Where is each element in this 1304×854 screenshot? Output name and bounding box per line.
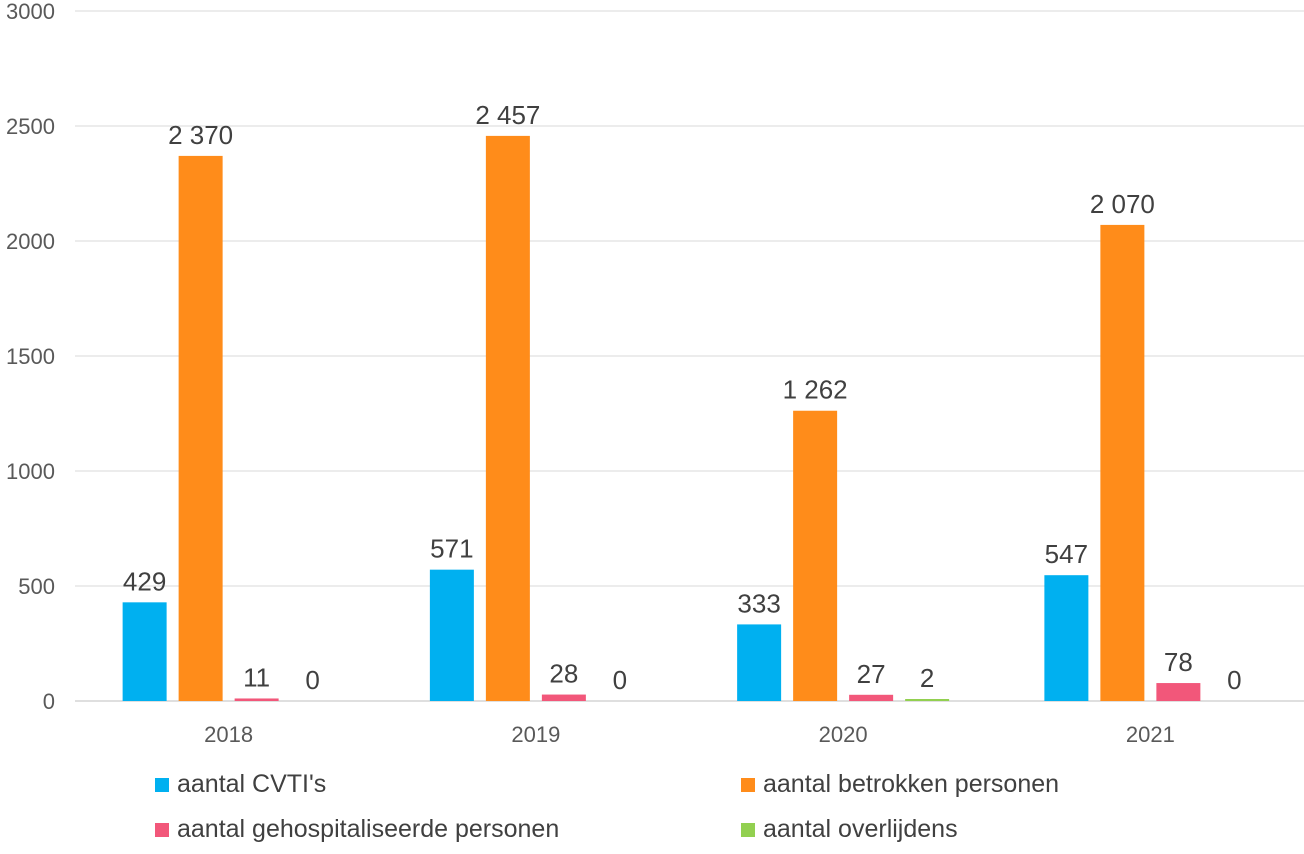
data-label: 27 (857, 659, 886, 689)
y-tick-label: 2500 (6, 114, 55, 139)
data-label: 78 (1164, 647, 1193, 677)
legend-label-betrokken: aantal betrokken personen (763, 770, 1060, 798)
legend-swatch-cvti (155, 777, 169, 792)
legend-swatch-overlijdens (741, 822, 755, 837)
legend-label-cvti: aantal CVTI's (177, 770, 327, 798)
y-tick-label: 0 (43, 689, 55, 714)
x-tick-label: 2020 (819, 722, 868, 747)
x-tick-label: 2018 (204, 722, 253, 747)
legend-item-overlijdens: aantal overlijdens (741, 815, 958, 844)
bar (429, 569, 474, 701)
y-tick-label: 1000 (6, 459, 55, 484)
y-tick-label: 1500 (6, 344, 55, 369)
data-label: 11 (243, 662, 270, 692)
data-label: 0 (613, 665, 627, 695)
bar (905, 699, 950, 701)
data-label: 28 (549, 659, 578, 689)
bar (793, 410, 838, 701)
legend-label-gehospitaliseerd: aantal gehospitaliseerde personen (177, 815, 560, 843)
legend-item-gehospitaliseerd: aantal gehospitaliseerde personen (155, 815, 559, 844)
legend-item-cvti: aantal CVTI's (155, 770, 326, 799)
data-label: 0 (305, 665, 319, 695)
data-label: 1 262 (783, 375, 848, 405)
legend-swatch-gehospitaliseerd (155, 822, 169, 837)
bar (1100, 224, 1145, 701)
bar (485, 135, 530, 701)
data-label: 2 (920, 663, 934, 693)
bar (1044, 575, 1089, 701)
data-label: 2 457 (475, 100, 540, 130)
x-tick-label: 2021 (1126, 722, 1175, 747)
y-tick-label: 2000 (6, 229, 55, 254)
bar (541, 694, 586, 701)
data-label: 2 370 (168, 120, 233, 150)
bar (178, 155, 223, 701)
legend: aantal CVTI's aantal betrokken personen … (0, 760, 1304, 854)
data-label: 429 (123, 566, 166, 596)
data-label: 547 (1045, 539, 1088, 569)
bar (122, 602, 167, 701)
data-label: 0 (1227, 665, 1241, 695)
bar (1156, 683, 1201, 701)
legend-item-betrokken: aantal betrokken personen (741, 770, 1059, 799)
data-labels: 429 2 370 11 0 571 2 457 28 0 333 1 262 27 2 547 2 07… (123, 100, 1242, 695)
y-tick-label: 500 (18, 574, 55, 599)
legend-swatch-betrokken (741, 777, 755, 792)
bar (737, 624, 782, 701)
data-label: 571 (430, 534, 473, 564)
bar (234, 698, 279, 701)
legend-label-overlijdens: aantal overlijdens (763, 815, 958, 843)
data-label: 2 070 (1090, 189, 1155, 219)
x-tick-label: 2019 (511, 722, 560, 747)
y-tick-label: 3000 (6, 0, 55, 24)
data-label: 333 (737, 588, 780, 618)
bars (122, 135, 1201, 701)
y-axis: 0 500 1000 1500 2000 2500 3000 (6, 0, 55, 714)
gridlines (75, 10, 1304, 702)
x-axis: 2018 2019 2020 2021 (204, 722, 1175, 747)
bar (849, 694, 894, 701)
